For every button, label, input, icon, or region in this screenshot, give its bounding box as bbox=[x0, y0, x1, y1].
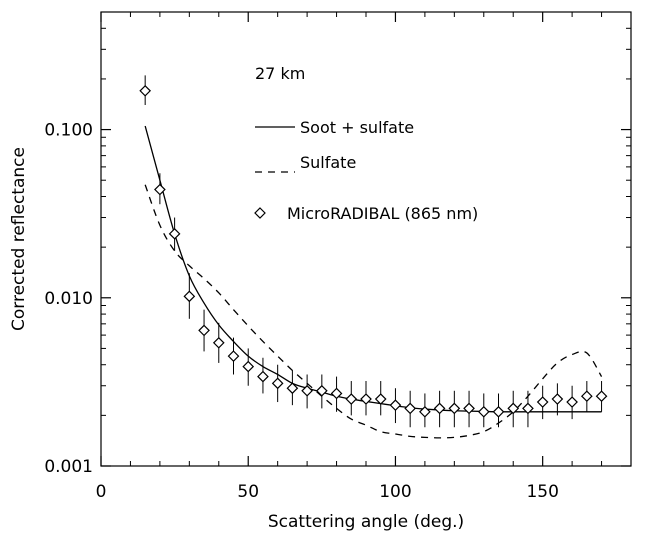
data-point-diamond bbox=[389, 399, 402, 412]
x-tick-label: 150 bbox=[526, 482, 558, 502]
x-tick-label: 50 bbox=[237, 482, 259, 502]
y-tick-label: 0.010 bbox=[44, 289, 93, 309]
data-point-diamond bbox=[566, 396, 578, 408]
series-line-sulfate bbox=[144, 184, 603, 439]
legend-label-soot-sulfate: Soot + sulfate bbox=[300, 118, 414, 137]
data-point-diamond bbox=[419, 405, 431, 418]
data-point-diamond bbox=[345, 393, 358, 405]
data-point-diamond bbox=[477, 405, 490, 418]
y-axis: 0.001 0.010 0.100 bbox=[44, 27, 631, 477]
data-point-diamond bbox=[580, 390, 593, 403]
legend-label-sulfate: Sulfate bbox=[300, 153, 356, 172]
y-tick-label: 0.001 bbox=[44, 457, 93, 477]
data-point-diamond bbox=[448, 402, 461, 415]
data-point-diamond bbox=[374, 393, 387, 405]
data-point-diamond bbox=[536, 396, 549, 408]
data-point-diamond bbox=[257, 370, 269, 383]
data-point-diamond bbox=[507, 402, 520, 415]
legend-label-microradibal: MicroRADIBAL (865 nm) bbox=[287, 204, 478, 223]
x-axis: 0 50 100 150 bbox=[96, 12, 632, 502]
x-tick-label: 0 bbox=[96, 482, 107, 502]
data-point-diamond bbox=[227, 350, 240, 362]
data-point-diamond bbox=[463, 402, 475, 415]
data-point-diamond bbox=[168, 227, 181, 240]
data-point-diamond bbox=[315, 384, 328, 397]
data-point-diamond bbox=[522, 402, 534, 415]
legend-marker-diamond-icon bbox=[254, 207, 266, 219]
data-point-diamond bbox=[183, 290, 196, 303]
data-point-diamond bbox=[492, 405, 505, 418]
data-point-diamond bbox=[242, 360, 255, 373]
data-point-diamond bbox=[139, 84, 152, 97]
data-point-diamond bbox=[330, 387, 343, 400]
series-line-soot-sulfate bbox=[144, 125, 602, 413]
y-tick-label: 0.100 bbox=[44, 121, 93, 141]
x-axis-title: Scattering angle (deg.) bbox=[268, 512, 464, 532]
y-axis-title: Corrected reflectance bbox=[9, 147, 29, 331]
x-tick-label: 100 bbox=[379, 482, 411, 502]
data-point-diamond bbox=[360, 393, 372, 405]
data-point-diamond bbox=[551, 393, 564, 405]
series-layer bbox=[139, 75, 608, 439]
data-point-diamond bbox=[198, 324, 210, 337]
data-point-diamond bbox=[271, 377, 284, 390]
data-point-diamond bbox=[404, 402, 417, 415]
data-point-diamond bbox=[212, 336, 225, 349]
data-point-diamond bbox=[286, 382, 299, 395]
data-point-diamond bbox=[433, 402, 446, 415]
data-point-diamond bbox=[154, 183, 166, 196]
data-point-diamond bbox=[301, 384, 313, 397]
altitude-annotation: 27 km bbox=[255, 64, 305, 83]
data-point-diamond bbox=[595, 390, 608, 403]
legend: Soot + sulfate Sulfate MicroRADIBAL (865… bbox=[254, 118, 478, 223]
